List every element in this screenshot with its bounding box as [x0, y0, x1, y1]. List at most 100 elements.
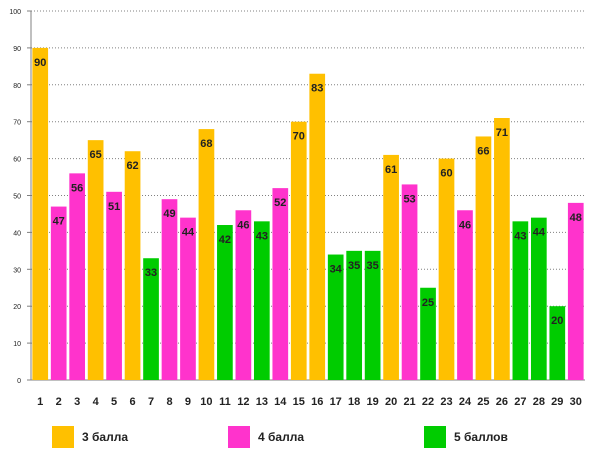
- y-tick-label: 0: [17, 378, 21, 385]
- bar-18: [346, 250, 363, 380]
- bar-30: [567, 202, 584, 380]
- bar-19: [364, 250, 381, 380]
- x-tick-label-21: 21: [403, 396, 415, 408]
- bar-5: [106, 191, 122, 380]
- bar-chart: 0102030405060708090100901472563654515626…: [9, 9, 585, 408]
- x-tick-label-30: 30: [570, 396, 582, 408]
- x-tick-label-15: 15: [293, 396, 305, 408]
- data-label-26: 71: [496, 127, 508, 139]
- x-tick-label-25: 25: [477, 396, 489, 408]
- data-label-8: 49: [163, 208, 175, 220]
- x-tick-label-3: 3: [74, 396, 80, 408]
- data-label-5: 51: [108, 201, 120, 213]
- bar-2: [50, 206, 67, 380]
- bar-16: [309, 73, 326, 380]
- bar-1: [32, 47, 49, 381]
- y-tick-label: 70: [13, 120, 21, 127]
- data-label-10: 68: [200, 138, 212, 150]
- bar-7: [143, 258, 159, 380]
- data-label-28: 44: [533, 227, 546, 239]
- x-tick-label-23: 23: [440, 396, 452, 408]
- y-tick-label: 100: [9, 9, 21, 16]
- chart-legend: 3 балла 4 балла 5 баллов: [0, 424, 593, 450]
- x-tick-label-29: 29: [551, 396, 563, 408]
- legend-item-5-ballov: 5 баллов: [424, 424, 508, 450]
- data-label-29: 20: [551, 315, 563, 327]
- data-label-19: 35: [367, 260, 379, 272]
- x-tick-label-7: 7: [148, 396, 154, 408]
- x-tick-label-14: 14: [274, 396, 287, 408]
- bar-11: [217, 225, 233, 380]
- x-tick-label-19: 19: [367, 396, 379, 408]
- legend-label-5-ballov: 5 баллов: [454, 430, 508, 444]
- y-tick-label: 10: [13, 341, 21, 348]
- data-label-22: 25: [422, 297, 434, 309]
- x-tick-label-17: 17: [330, 396, 342, 408]
- bar-6: [124, 151, 141, 380]
- bar-4: [87, 140, 104, 380]
- legend-swatch-4-balla: [228, 426, 250, 448]
- bar-13: [253, 221, 270, 380]
- y-tick-label: 60: [13, 157, 21, 164]
- legend-swatch-5-ballov: [424, 426, 446, 448]
- data-label-1: 90: [34, 57, 46, 69]
- data-label-20: 61: [385, 164, 397, 176]
- data-label-15: 70: [293, 131, 305, 143]
- data-label-25: 66: [477, 145, 489, 157]
- bar-9: [180, 217, 196, 380]
- legend-label-4-balla: 4 балла: [258, 430, 305, 444]
- data-label-13: 43: [256, 230, 268, 242]
- x-tick-label-6: 6: [130, 396, 136, 408]
- bar-10: [198, 129, 215, 380]
- data-label-23: 60: [440, 168, 452, 180]
- x-tick-label-22: 22: [422, 396, 434, 408]
- bar-3: [69, 173, 86, 380]
- legend-swatch-3-balla: [52, 426, 74, 448]
- bar-25: [475, 136, 492, 380]
- x-tick-label-13: 13: [256, 396, 268, 408]
- data-label-7: 33: [145, 267, 157, 279]
- legend-item-4-balla: 4 балла: [228, 424, 304, 450]
- legend-item-3-balla: 3 балла: [52, 424, 128, 450]
- data-label-16: 83: [311, 83, 323, 95]
- data-label-18: 35: [348, 260, 360, 272]
- x-tick-label-18: 18: [348, 396, 360, 408]
- y-tick-label: 20: [13, 304, 21, 311]
- bar-14: [272, 188, 289, 380]
- y-tick-label: 40: [13, 230, 21, 237]
- y-tick-label: 90: [13, 46, 21, 53]
- data-label-12: 46: [237, 219, 249, 231]
- x-tick-label-16: 16: [311, 396, 323, 408]
- x-tick-label-1: 1: [37, 396, 43, 408]
- data-label-4: 65: [90, 149, 102, 161]
- bar-15: [290, 121, 307, 380]
- bar-29: [549, 306, 566, 380]
- data-label-27: 43: [514, 230, 526, 242]
- data-label-17: 34: [330, 264, 343, 276]
- bar-8: [161, 199, 178, 380]
- x-tick-label-27: 27: [514, 396, 526, 408]
- y-tick-label: 80: [13, 83, 21, 90]
- x-tick-label-8: 8: [166, 396, 172, 408]
- x-tick-label-2: 2: [56, 396, 62, 408]
- bar-22: [420, 287, 436, 380]
- x-tick-label-10: 10: [200, 396, 212, 408]
- x-tick-label-11: 11: [219, 396, 231, 408]
- bar-23: [438, 158, 455, 380]
- bar-28: [530, 217, 547, 380]
- x-tick-label-26: 26: [496, 396, 508, 408]
- data-label-14: 52: [274, 197, 286, 209]
- x-tick-label-5: 5: [111, 396, 117, 408]
- data-label-11: 42: [219, 234, 231, 246]
- data-label-30: 48: [570, 212, 582, 224]
- bar-24: [457, 210, 473, 380]
- x-tick-label-20: 20: [385, 396, 397, 408]
- bar-12: [235, 210, 252, 380]
- x-tick-label-28: 28: [533, 396, 545, 408]
- data-label-9: 44: [182, 227, 195, 239]
- data-label-24: 46: [459, 219, 471, 231]
- bar-27: [512, 221, 529, 380]
- data-label-2: 47: [53, 216, 65, 228]
- data-label-3: 56: [71, 182, 83, 194]
